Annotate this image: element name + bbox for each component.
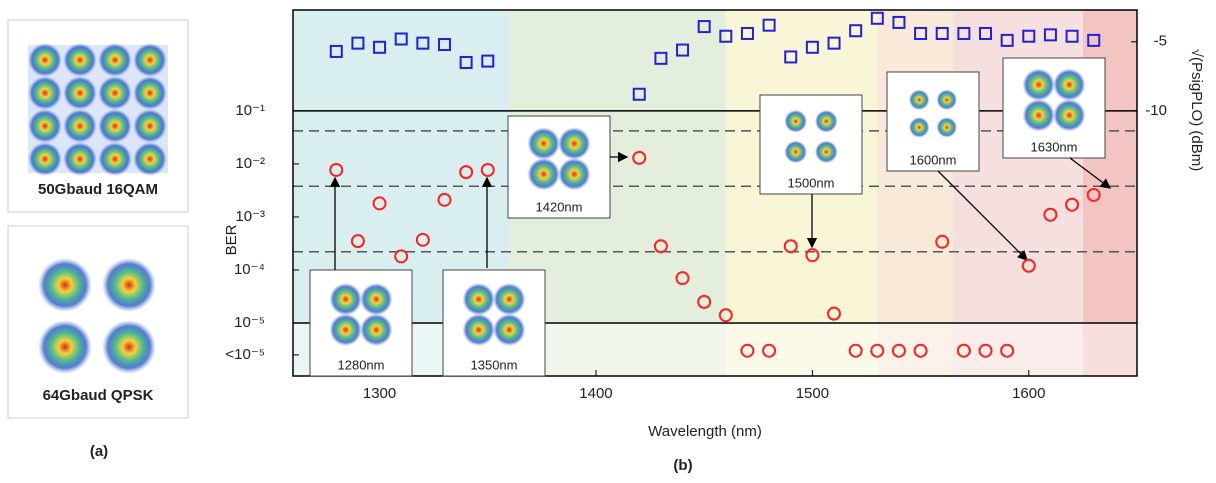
constellation-point — [63, 109, 97, 143]
constellation-point — [784, 140, 807, 163]
x-tick-label: 1600 — [1012, 385, 1045, 402]
inset-label: 1600nm — [910, 152, 957, 167]
y-tick-label: 10⁻⁵ — [234, 314, 265, 331]
constellation-point — [558, 158, 591, 191]
y2-tick-label: -5 — [1154, 33, 1167, 50]
figure: Wavelength (nm) BER √(PsigPLO) (dBm) (b)… — [0, 0, 1216, 478]
y-axis-label: BER — [223, 224, 240, 255]
inset-label: 1280nm — [338, 357, 385, 372]
constellation-point — [102, 320, 156, 374]
constellation-point — [527, 158, 560, 191]
panel-label: (a) — [90, 443, 108, 460]
panel-label: (b) — [673, 457, 692, 474]
y-tick-label: <10⁻⁵ — [225, 346, 265, 363]
constellation-point — [98, 109, 132, 143]
y-tick-label: 10⁻⁴ — [234, 261, 265, 278]
y-tick-label: 10⁻¹ — [235, 102, 265, 119]
constellation-point — [815, 110, 838, 133]
constellation-point — [98, 76, 132, 110]
constellation-point — [28, 76, 62, 110]
constellation-point — [133, 43, 167, 77]
inset-label: 1350nm — [471, 357, 518, 372]
wavelength-band — [877, 10, 953, 376]
constellation-point — [462, 283, 495, 316]
constellation-point — [63, 76, 97, 110]
constellation-point — [493, 314, 526, 347]
constellation-point — [133, 109, 167, 143]
constellation-point — [1053, 99, 1086, 132]
constellation-point — [63, 142, 97, 176]
constellation-point — [1053, 68, 1086, 101]
constellation-point — [493, 283, 526, 316]
image-caption: 64Gbaud QPSK — [43, 387, 154, 404]
constellation-point — [360, 283, 393, 316]
constellation-point — [936, 117, 957, 138]
constellation-point — [28, 43, 62, 77]
constellation-point — [38, 258, 92, 312]
constellation-point — [102, 258, 156, 312]
inset-label: 1500nm — [788, 175, 835, 190]
constellation-point — [909, 117, 930, 138]
constellation-point — [98, 142, 132, 176]
constellation-point — [462, 314, 495, 347]
constellation-point — [815, 140, 838, 163]
constellation-point — [133, 76, 167, 110]
lower-fade — [293, 323, 1137, 376]
x-axis-label: Wavelength (nm) — [648, 423, 762, 440]
constellation-point — [558, 127, 591, 160]
constellation-point — [63, 43, 97, 77]
y-tick-label: 10⁻² — [235, 155, 265, 172]
y2-tick-label: -10 — [1145, 102, 1167, 119]
y-tick-label: 10⁻³ — [235, 208, 265, 225]
x-tick-label: 1500 — [796, 385, 829, 402]
constellation-point — [360, 314, 393, 347]
inset-label: 1630nm — [1031, 139, 1078, 154]
image-caption: 50Gbaud 16QAM — [38, 181, 158, 198]
constellation-point — [329, 283, 362, 316]
constellation-point — [28, 109, 62, 143]
constellation-point — [98, 43, 132, 77]
x-tick-label: 1300 — [363, 385, 396, 402]
constellation-point — [38, 320, 92, 374]
constellation-point — [784, 110, 807, 133]
x-tick-label: 1400 — [579, 385, 612, 402]
constellation-point — [133, 142, 167, 176]
constellation-point — [1022, 68, 1055, 101]
constellation-point — [329, 314, 362, 347]
constellation-point — [936, 89, 957, 110]
constellation-point — [527, 127, 560, 160]
constellation-point — [909, 89, 930, 110]
inset-label: 1420nm — [536, 199, 583, 214]
constellation-point — [1022, 99, 1055, 132]
y2-axis-label: √(PsigPLO) (dBm) — [1188, 49, 1205, 171]
constellation-point — [28, 142, 62, 176]
